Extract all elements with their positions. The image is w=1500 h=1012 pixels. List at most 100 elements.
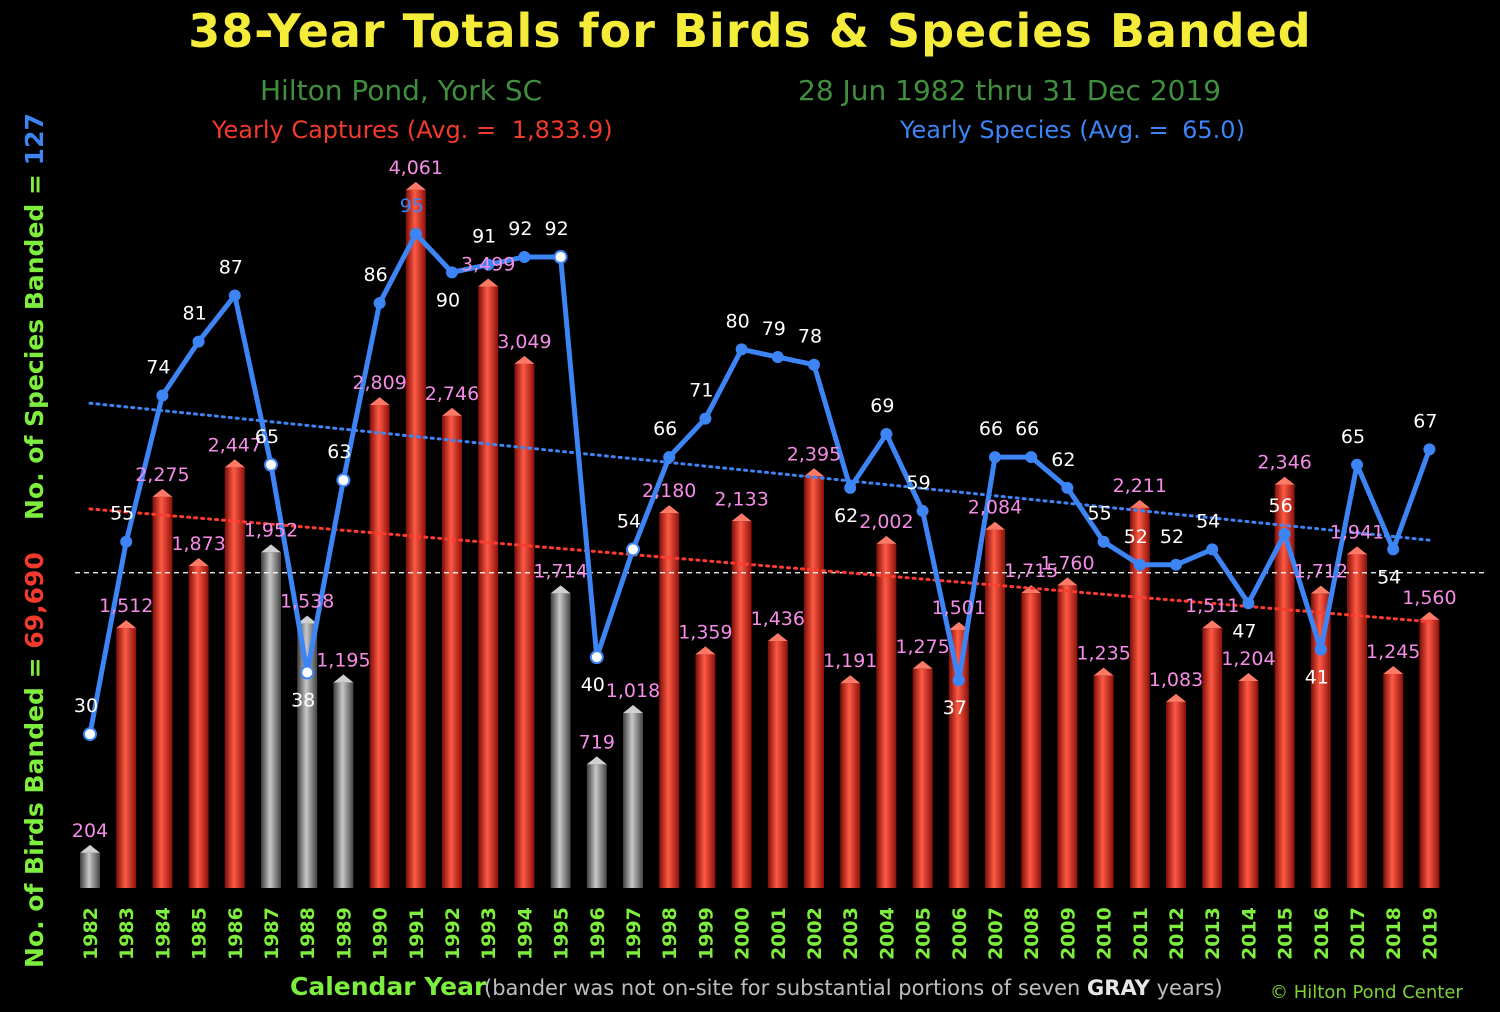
capture-bar bbox=[1274, 484, 1295, 888]
capture-bar-cap bbox=[586, 756, 607, 765]
capture-value-label: 2,447 bbox=[208, 434, 262, 456]
capture-bar-cap bbox=[1057, 577, 1078, 586]
capture-bar bbox=[333, 682, 354, 888]
capture-bar bbox=[985, 529, 1005, 888]
species-axis-label: No. of Species Banded = 127 bbox=[20, 113, 49, 520]
capture-bar bbox=[1347, 554, 1367, 888]
location-subtitle: Hilton Pond, York SC bbox=[260, 74, 543, 107]
species-average-text: Yearly Species (Avg. = bbox=[900, 116, 1169, 144]
chart-title: 38-Year Totals for Birds & Species Bande… bbox=[188, 4, 1312, 58]
capture-bar-cap bbox=[1129, 499, 1150, 508]
species-axis-text: No. of Species Banded = bbox=[20, 174, 49, 520]
species-point bbox=[735, 343, 748, 356]
birds-axis-label: No. of Birds Banded = 69,690 bbox=[20, 552, 49, 968]
capture-bar-cap bbox=[1274, 476, 1295, 485]
species-point bbox=[663, 451, 676, 464]
note-gray-word: GRAY bbox=[1087, 976, 1150, 1000]
species-point bbox=[1206, 543, 1219, 556]
capture-bar bbox=[1238, 681, 1259, 888]
year-tick-label: 1990 bbox=[370, 907, 392, 960]
species-point bbox=[409, 227, 422, 240]
capture-value-label: 1,538 bbox=[280, 591, 334, 613]
species-point bbox=[446, 266, 458, 279]
capture-bar bbox=[1202, 628, 1223, 888]
capture-bar bbox=[912, 668, 933, 888]
capture-bar bbox=[514, 363, 535, 888]
year-tick-label: 1984 bbox=[152, 907, 174, 960]
capture-bar-cap bbox=[224, 459, 245, 468]
capture-bar bbox=[1057, 585, 1078, 888]
capture-bar bbox=[767, 641, 788, 888]
species-point bbox=[156, 389, 169, 402]
species-value-label: 56 bbox=[1269, 495, 1293, 517]
species-value-label: 90 bbox=[436, 289, 460, 311]
capture-value-label: 2,275 bbox=[135, 464, 189, 486]
gray-years-note: (bander was not on-site for substantial … bbox=[484, 976, 1223, 1000]
year-tick-label: 1993 bbox=[478, 907, 500, 960]
year-tick-label: 1987 bbox=[261, 907, 283, 960]
capture-bar bbox=[623, 712, 643, 888]
capture-value-label: 1,714 bbox=[533, 560, 587, 582]
date-range-subtitle: 28 Jun 1982 thru 31 Dec 2019 bbox=[798, 74, 1222, 107]
species-value-label: 54 bbox=[1377, 566, 1401, 588]
species-value-label: 71 bbox=[689, 380, 713, 402]
capture-value-label: 204 bbox=[72, 820, 108, 842]
capture-bar bbox=[1383, 673, 1404, 888]
year-tick-label: 1995 bbox=[551, 907, 573, 960]
capture-value-label: 1,501 bbox=[932, 597, 986, 619]
capture-bar bbox=[731, 521, 752, 888]
capture-value-label: 2,395 bbox=[787, 443, 841, 465]
species-value-label: 66 bbox=[1015, 418, 1039, 440]
capture-bar-cap bbox=[948, 621, 969, 630]
species-point bbox=[228, 289, 241, 302]
year-tick-label: 2019 bbox=[1419, 907, 1441, 960]
species-value-label: 65 bbox=[1341, 426, 1365, 448]
year-tick-label: 2009 bbox=[1057, 907, 1079, 960]
species-trend-line bbox=[88, 401, 1431, 542]
capture-bar-cap bbox=[1093, 667, 1114, 676]
note-suffix: years) bbox=[1149, 976, 1223, 1000]
species-point bbox=[880, 427, 893, 440]
capture-bar-cap bbox=[659, 505, 680, 514]
species-point bbox=[1170, 558, 1182, 571]
captures-average-value: 1,833.9) bbox=[511, 116, 613, 144]
capture-value-label: 2,002 bbox=[859, 511, 913, 533]
species-point bbox=[1061, 481, 1074, 494]
species-value-label: 52 bbox=[1160, 526, 1184, 548]
species-value-label: 80 bbox=[726, 310, 750, 332]
species-value-label: 54 bbox=[617, 510, 641, 532]
capture-bar-cap bbox=[333, 674, 354, 683]
capture-value-label: 1,941 bbox=[1330, 521, 1384, 543]
capture-bar-cap bbox=[550, 585, 571, 594]
capture-bar bbox=[876, 543, 897, 888]
captures-average-label: Yearly Captures (Avg. = 1,833.9) bbox=[212, 116, 613, 144]
year-tick-label: 1985 bbox=[189, 907, 211, 960]
species-point bbox=[844, 481, 857, 494]
capture-value-label: 1,511 bbox=[1185, 595, 1239, 617]
capture-value-label: 1,359 bbox=[678, 621, 732, 643]
capture-bar bbox=[297, 623, 318, 888]
capture-value-label: 1,952 bbox=[244, 519, 298, 541]
species-value-label: 63 bbox=[327, 441, 351, 463]
capture-bar bbox=[1419, 619, 1440, 888]
year-tick-label: 2010 bbox=[1094, 907, 1116, 960]
capture-value-label: 1,715 bbox=[1004, 560, 1058, 582]
capture-bar-cap bbox=[840, 675, 861, 684]
species-point bbox=[120, 535, 133, 548]
capture-bar-cap bbox=[695, 646, 716, 655]
year-tick-label: 1983 bbox=[116, 907, 138, 960]
species-average-label: Yearly Species (Avg. = 65.0) bbox=[900, 116, 1245, 144]
capture-value-label: 1,083 bbox=[1149, 669, 1203, 691]
species-value-label: 78 bbox=[798, 326, 822, 348]
year-tick-label: 2001 bbox=[768, 907, 790, 960]
species-point bbox=[989, 451, 1001, 464]
species-value-label: 52 bbox=[1124, 526, 1148, 548]
capture-value-label: 1,204 bbox=[1221, 648, 1275, 670]
credit-text: © Hilton Pond Center bbox=[1270, 982, 1463, 1003]
species-value-label: 38 bbox=[291, 690, 315, 712]
year-tick-label: 2002 bbox=[804, 907, 826, 960]
species-point bbox=[1423, 443, 1436, 456]
capture-bar-cap bbox=[152, 488, 173, 497]
species-point bbox=[553, 249, 568, 264]
year-tick-label: 2011 bbox=[1130, 907, 1152, 960]
